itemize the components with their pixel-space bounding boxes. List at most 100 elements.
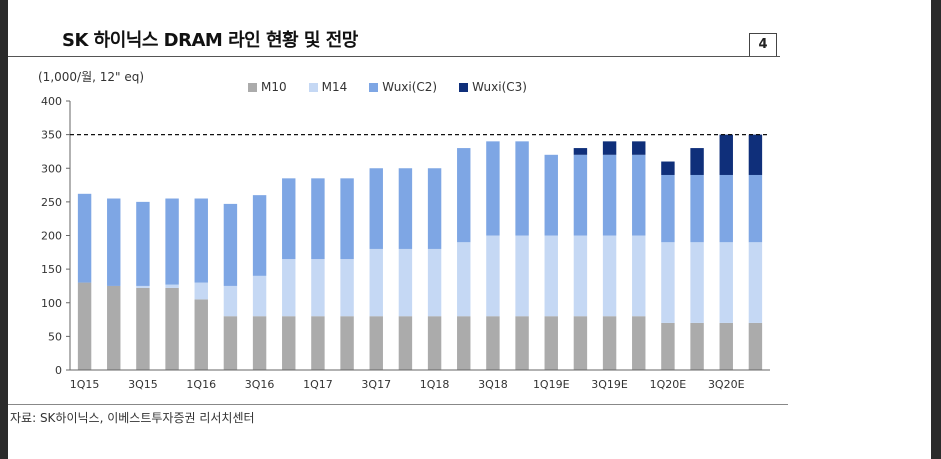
bar-segment bbox=[602, 235, 617, 317]
bar-segment bbox=[107, 198, 121, 286]
bar-segment bbox=[515, 235, 529, 317]
x-tick-label: 1Q16 bbox=[186, 378, 216, 391]
bar-segment bbox=[661, 242, 675, 323]
bar-segment bbox=[573, 235, 588, 317]
legend-label-wuxi-c2: Wuxi(C2) bbox=[382, 80, 438, 94]
x-tick-label: 1Q18 bbox=[420, 378, 450, 391]
y-tick-label: 100 bbox=[41, 297, 62, 310]
legend-item-m10: M10 bbox=[248, 80, 287, 94]
bar-segment bbox=[136, 201, 150, 286]
bar-segment bbox=[544, 316, 558, 370]
bar-segment bbox=[165, 198, 179, 285]
bar-segment bbox=[427, 248, 442, 317]
bar-segment bbox=[632, 154, 646, 236]
bar-segment bbox=[602, 316, 617, 370]
bar-segment bbox=[573, 316, 588, 370]
bar-segment bbox=[719, 322, 733, 370]
legend-swatch-m14 bbox=[308, 82, 318, 92]
bar-segment bbox=[282, 259, 296, 317]
bar-segment bbox=[544, 235, 558, 317]
bar-segment bbox=[398, 316, 413, 370]
bar-segment bbox=[427, 168, 442, 249]
page-title: SK 하이닉스 DRAM 라인 현황 및 전망 bbox=[62, 30, 358, 51]
y-tick-label: 400 bbox=[41, 95, 62, 108]
y-tick-label: 50 bbox=[48, 330, 62, 343]
bar-segment bbox=[457, 242, 471, 317]
bar-segment bbox=[486, 141, 500, 236]
bar-segment bbox=[690, 322, 704, 370]
x-tick-label: 1Q19E bbox=[533, 378, 570, 391]
bar-segment bbox=[77, 193, 92, 283]
bar-segment bbox=[515, 141, 529, 236]
y-tick-label: 150 bbox=[41, 263, 62, 276]
bar-segment bbox=[223, 203, 238, 286]
y-tick-label: 250 bbox=[41, 196, 62, 209]
source-note: 자료: SK하이닉스, 이베스트투자증권 리서치센터 bbox=[10, 411, 255, 425]
bar-segment bbox=[340, 316, 354, 370]
bar-segment bbox=[719, 242, 733, 323]
bar-segment bbox=[632, 141, 646, 155]
bar-segment bbox=[136, 287, 150, 370]
bar-segment bbox=[194, 198, 208, 283]
bar-segment bbox=[748, 242, 763, 323]
bar-segment bbox=[573, 148, 588, 155]
bar-segment bbox=[340, 178, 354, 260]
x-tick-label: 3Q15 bbox=[128, 378, 158, 391]
bar-segment bbox=[632, 316, 646, 370]
bar-segment bbox=[719, 134, 733, 175]
x-tick-label: 1Q20E bbox=[650, 378, 687, 391]
bar-segment bbox=[398, 168, 413, 249]
bar-segment bbox=[690, 174, 704, 243]
bar-segment bbox=[340, 259, 354, 317]
bar-segment bbox=[544, 154, 558, 236]
legend-label-wuxi-c3: Wuxi(C3) bbox=[472, 80, 527, 94]
x-tick-label: 3Q19E bbox=[591, 378, 628, 391]
bar-segment bbox=[573, 154, 588, 236]
bar-segment bbox=[194, 282, 208, 300]
y-tick-label: 0 bbox=[55, 364, 62, 377]
bar-segment bbox=[457, 316, 471, 370]
bar-segment bbox=[223, 316, 238, 370]
bar-segment bbox=[398, 248, 413, 317]
legend-item-wuxi-c2: Wuxi(C2) bbox=[369, 80, 437, 94]
bar-segment bbox=[661, 174, 675, 243]
bar-segment bbox=[632, 235, 646, 317]
bar-segment bbox=[690, 242, 704, 323]
bar-segment bbox=[661, 322, 675, 370]
bar-segment bbox=[719, 174, 733, 243]
bar-segment bbox=[369, 168, 383, 249]
bar-segment bbox=[282, 316, 296, 370]
x-tick-label: 3Q17 bbox=[361, 378, 391, 391]
bar-segment bbox=[311, 259, 325, 317]
bar-segment bbox=[252, 275, 267, 317]
bar-segment bbox=[748, 322, 763, 370]
source-divider bbox=[8, 404, 788, 405]
bar-segment bbox=[748, 174, 763, 243]
chart-legend: M10 M14 Wuxi(C2) Wuxi(C3) bbox=[248, 80, 527, 94]
left-window-border bbox=[0, 0, 8, 459]
bar-segment bbox=[194, 299, 208, 370]
bar-segment bbox=[515, 316, 529, 370]
bar-segment bbox=[165, 284, 179, 288]
bar-segment bbox=[602, 154, 617, 236]
bar-segment bbox=[282, 178, 296, 260]
legend-swatch-wuxi-c3 bbox=[459, 82, 469, 92]
y-tick-label: 350 bbox=[41, 129, 62, 142]
y-axis-unit-label: (1,000/월, 12" eq) bbox=[38, 70, 145, 84]
right-window-border bbox=[931, 0, 941, 459]
bar-segment bbox=[369, 248, 383, 317]
bar-segment bbox=[661, 161, 675, 175]
bar-segment bbox=[427, 316, 442, 370]
x-tick-label: 3Q18 bbox=[478, 378, 508, 391]
legend-item-m14: M14 bbox=[308, 80, 347, 94]
bar-segment bbox=[690, 148, 704, 175]
bar-segment bbox=[457, 148, 471, 243]
y-tick-label: 300 bbox=[41, 162, 62, 175]
title-divider bbox=[8, 56, 780, 57]
bar-segment bbox=[252, 195, 267, 276]
bar-segment bbox=[136, 285, 150, 288]
legend-swatch-wuxi-c2 bbox=[369, 82, 379, 92]
legend-item-wuxi-c3: Wuxi(C3) bbox=[459, 80, 527, 94]
bar-segment bbox=[369, 316, 383, 370]
